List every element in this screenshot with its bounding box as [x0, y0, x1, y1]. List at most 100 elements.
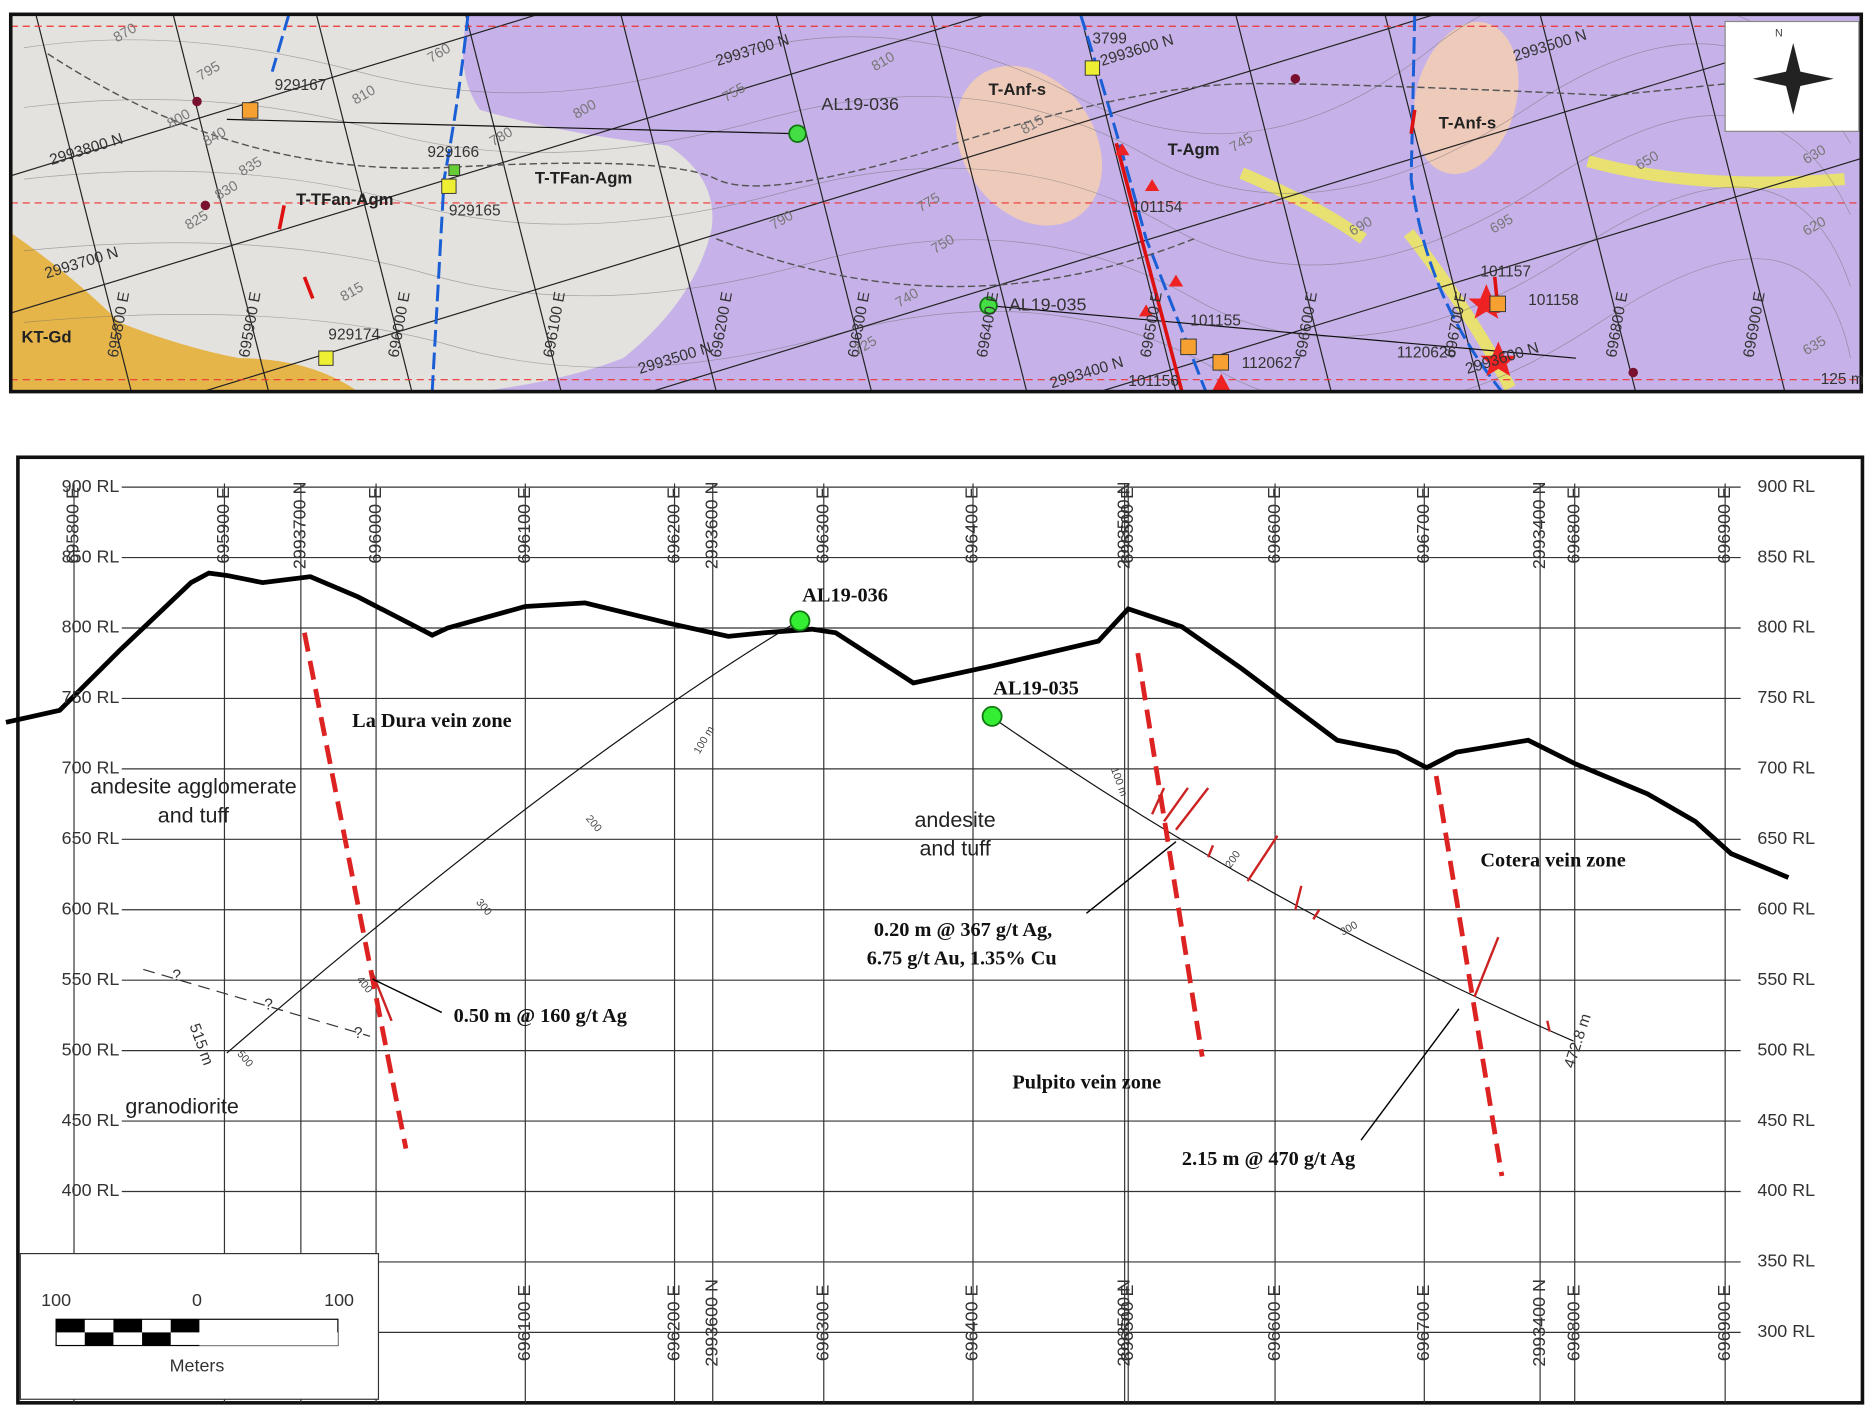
drill-hole — [990, 715, 1574, 1042]
sample-label: 101155 — [1190, 312, 1241, 329]
sample-label: 101156 — [1128, 373, 1179, 390]
coordinate-label: 696300 E — [813, 1284, 833, 1361]
sample-label: 929165 — [449, 202, 501, 219]
scale-label: 100 — [41, 1290, 71, 1310]
rl-label: 500 RL — [62, 1039, 120, 1059]
anf-area — [1413, 21, 1519, 174]
rl-label: 500 RL — [1757, 1039, 1815, 1059]
coordinate-label: 696200 E — [663, 1284, 683, 1361]
coordinate-label: 696200 E — [663, 487, 683, 564]
rl-label: 700 RL — [62, 758, 120, 778]
topography — [5, 570, 1790, 880]
rl-label: 400 RL — [62, 1180, 120, 1200]
rl-label: 900 RL — [62, 476, 120, 496]
rl-label: 550 RL — [62, 969, 120, 989]
dots — [192, 74, 1638, 378]
hole-label: AL19-036 — [802, 585, 888, 607]
rock-unit-label: granodiorite — [125, 1095, 238, 1119]
rock-unit-label: andesite agglomerate — [90, 775, 297, 799]
coordinate-label: 2993400 N — [1529, 1279, 1549, 1367]
rl-label: 750 RL — [1757, 687, 1815, 707]
coordinate-label: 2993500 N — [1113, 482, 1133, 570]
cross-section — [5, 455, 1865, 1405]
sample-label: 1120627 — [1242, 355, 1301, 372]
sample-label: 101154 — [1132, 199, 1183, 216]
coordinate-label: 696900 E — [1714, 487, 1734, 564]
sample-label: 3799 — [1092, 30, 1127, 47]
scale-label: 0 — [192, 1290, 202, 1310]
rl-label: 750 RL — [62, 687, 120, 707]
sample-label: 929167 — [275, 77, 327, 94]
coordinate-label: 696800 E — [1563, 487, 1583, 564]
map-frame — [8, 12, 1864, 394]
unit-label: KT-Gd — [21, 327, 71, 346]
drill-hole — [226, 620, 800, 1054]
coordinate-label: 2993400 N — [1529, 482, 1549, 570]
coordinate-label: 696900 E — [1714, 1284, 1734, 1361]
contact-mark: ? — [264, 996, 273, 1013]
coordinate-label: 695800 E — [63, 487, 83, 564]
scale-label: 100 — [324, 1290, 354, 1310]
contact — [143, 968, 371, 1037]
unit-label: T-Anf-s — [1439, 114, 1497, 133]
coordinate-label: 696600 E — [1264, 487, 1284, 564]
rl-label: 400 RL — [1757, 1180, 1815, 1200]
vein-zone-label: Cotera vein zone — [1480, 850, 1625, 872]
sample-boxes — [241, 60, 1506, 371]
rl-label: 550 RL — [1757, 969, 1815, 989]
hole-label: AL19-036 — [821, 94, 899, 114]
unit-label: T-Anf-s — [989, 80, 1047, 99]
intercept-label: 0.20 m @ 367 g/t Ag, — [874, 919, 1052, 941]
coordinate-label: 2993600 N — [701, 1279, 721, 1367]
coordinate-label: 2993700 N — [290, 482, 310, 570]
sample-label: 101158 — [1528, 292, 1579, 309]
hole-label: AL19-035 — [993, 678, 1079, 700]
tracks — [47, 53, 1845, 288]
rock-unit-label: and tuff — [919, 837, 990, 861]
rl-label: 450 RL — [62, 1110, 120, 1130]
coordinate-label: 696500 E — [1117, 487, 1137, 564]
sample-label: 101157 — [1480, 263, 1531, 280]
scale-label: 125 m — [1821, 371, 1864, 388]
hole-label: AL19-035 — [1009, 294, 1087, 314]
map — [10, 14, 1862, 392]
rl-label: 850 RL — [1757, 546, 1815, 566]
vein-zone-label: La Dura vein zone — [352, 710, 511, 732]
drill-traces — [226, 118, 1576, 359]
scale-bar — [55, 1318, 339, 1347]
rock-unit-label: andesite — [914, 808, 995, 832]
unit-label: T-TFan-Agm — [296, 190, 393, 209]
unit-label: T-TFan-Agm — [535, 169, 632, 188]
section-frame — [16, 455, 1865, 1405]
rl-label: 650 RL — [62, 828, 120, 848]
coordinate-label: 696100 E — [514, 1284, 534, 1361]
sample-label: 929166 — [427, 144, 479, 161]
coordinate-label: 2993500 N — [1113, 1279, 1133, 1367]
sample-label: 1120626 — [1397, 344, 1456, 361]
north-label: N — [1775, 27, 1783, 39]
coordinate-label: 696300 E — [813, 487, 833, 564]
section-lines — [10, 25, 1862, 381]
rl-label: 800 RL — [62, 617, 120, 637]
granodiorite-area — [10, 232, 359, 392]
anf-area — [956, 65, 1103, 226]
contact-mark: ? — [172, 968, 181, 985]
coordinate-label: 696700 E — [1413, 1284, 1433, 1361]
coordinate-label: 696100 E — [514, 487, 534, 564]
coordinate-label: 2993600 N — [701, 482, 721, 570]
leaders — [372, 841, 1460, 1141]
coordinate-label: 696800 E — [1563, 1284, 1583, 1361]
vein-zone-label: Pulpito vein zone — [1012, 1072, 1161, 1094]
rl-label: 600 RL — [1757, 898, 1815, 918]
coordinate-label: 696400 E — [962, 487, 982, 564]
intercept-label: 6.75 g/t Au, 1.35% Cu — [867, 948, 1057, 970]
scale-unit: Meters — [170, 1356, 225, 1376]
rl-label: 800 RL — [1757, 617, 1815, 637]
rl-label: 350 RL — [1757, 1251, 1815, 1271]
coordinate-label: 696000 E — [365, 487, 385, 564]
rl-label: 650 RL — [1757, 828, 1815, 848]
samples-red — [1115, 143, 1517, 392]
rl-label: 300 RL — [1757, 1321, 1815, 1341]
